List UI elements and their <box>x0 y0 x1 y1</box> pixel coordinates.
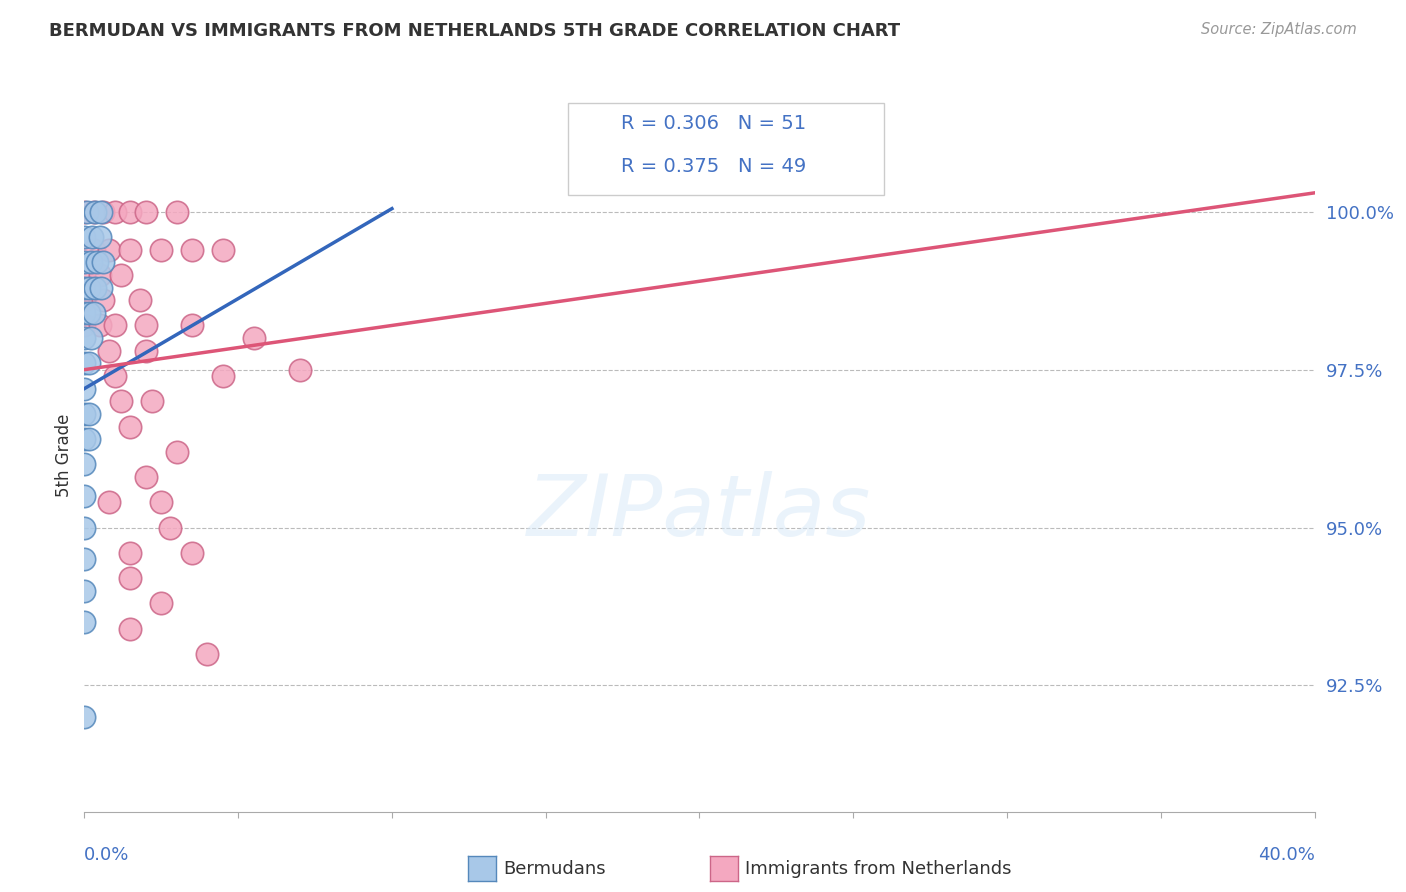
Point <box>150 243 173 257</box>
Point <box>120 204 142 219</box>
Point <box>80 230 103 244</box>
Point <box>104 369 127 384</box>
Point <box>104 204 127 219</box>
Point <box>197 647 219 661</box>
Text: R = 0.306   N = 51: R = 0.306 N = 51 <box>621 114 807 134</box>
Point <box>73 407 96 421</box>
Point <box>211 243 233 257</box>
Point <box>73 356 96 370</box>
Point <box>120 243 142 257</box>
Point <box>181 243 204 257</box>
Point <box>135 204 157 219</box>
Point <box>79 255 101 269</box>
Point <box>83 306 105 320</box>
Point <box>120 419 142 434</box>
Point <box>84 204 107 219</box>
Point <box>91 255 114 269</box>
Point <box>91 204 114 219</box>
Point <box>79 331 101 345</box>
Text: Immigrants from Netherlands: Immigrants from Netherlands <box>745 860 1012 878</box>
Point <box>76 204 98 219</box>
Point <box>73 382 96 396</box>
Point <box>83 204 105 219</box>
Point <box>73 615 96 630</box>
Point <box>181 318 204 333</box>
Point <box>98 495 120 509</box>
Point <box>141 394 163 409</box>
Point <box>84 280 107 294</box>
Point <box>73 293 96 308</box>
Text: Bermudans: Bermudans <box>503 860 606 878</box>
Point <box>150 596 173 610</box>
Point <box>73 520 96 534</box>
Point <box>110 394 132 409</box>
Point <box>166 204 188 219</box>
Point <box>98 343 120 358</box>
Point <box>73 280 96 294</box>
Text: 0.0%: 0.0% <box>84 847 129 864</box>
Point <box>91 293 114 308</box>
Point <box>73 331 96 345</box>
Point <box>73 204 96 219</box>
Point <box>98 243 120 257</box>
Point <box>135 318 157 333</box>
Text: ZIPatlas: ZIPatlas <box>527 470 872 554</box>
Point <box>86 255 108 269</box>
Point <box>110 268 132 282</box>
Text: BERMUDAN VS IMMIGRANTS FROM NETHERLANDS 5TH GRADE CORRELATION CHART: BERMUDAN VS IMMIGRANTS FROM NETHERLANDS … <box>49 22 900 40</box>
Point <box>73 318 96 333</box>
Point <box>83 243 105 257</box>
Point <box>77 280 100 294</box>
Point <box>120 571 142 585</box>
Point <box>104 318 127 333</box>
Point <box>288 362 311 376</box>
Point <box>77 306 100 320</box>
Point <box>73 268 96 282</box>
Point <box>90 204 112 219</box>
Point <box>73 230 96 244</box>
Text: 40.0%: 40.0% <box>1258 847 1315 864</box>
Point <box>166 444 188 458</box>
Point <box>120 622 142 636</box>
Point <box>73 255 96 269</box>
Point <box>90 280 112 294</box>
Point <box>73 306 96 320</box>
Y-axis label: 5th Grade: 5th Grade <box>55 413 73 497</box>
Point <box>135 470 157 484</box>
Point <box>73 458 96 472</box>
Point <box>73 583 96 598</box>
Text: R = 0.375   N = 49: R = 0.375 N = 49 <box>621 157 807 177</box>
Point <box>77 356 100 370</box>
Point <box>77 407 100 421</box>
Point <box>73 710 96 724</box>
Point <box>89 230 111 244</box>
Point <box>89 268 111 282</box>
Point <box>120 546 142 560</box>
Point <box>77 432 100 446</box>
Point <box>242 331 264 345</box>
Point <box>89 318 111 333</box>
Point <box>73 432 96 446</box>
Point <box>159 520 181 534</box>
Point <box>211 369 233 384</box>
Point <box>73 552 96 566</box>
Point <box>128 293 150 308</box>
Point <box>135 343 157 358</box>
Point <box>73 489 96 503</box>
Point <box>181 546 204 560</box>
Text: Source: ZipAtlas.com: Source: ZipAtlas.com <box>1201 22 1357 37</box>
Point <box>150 495 173 509</box>
